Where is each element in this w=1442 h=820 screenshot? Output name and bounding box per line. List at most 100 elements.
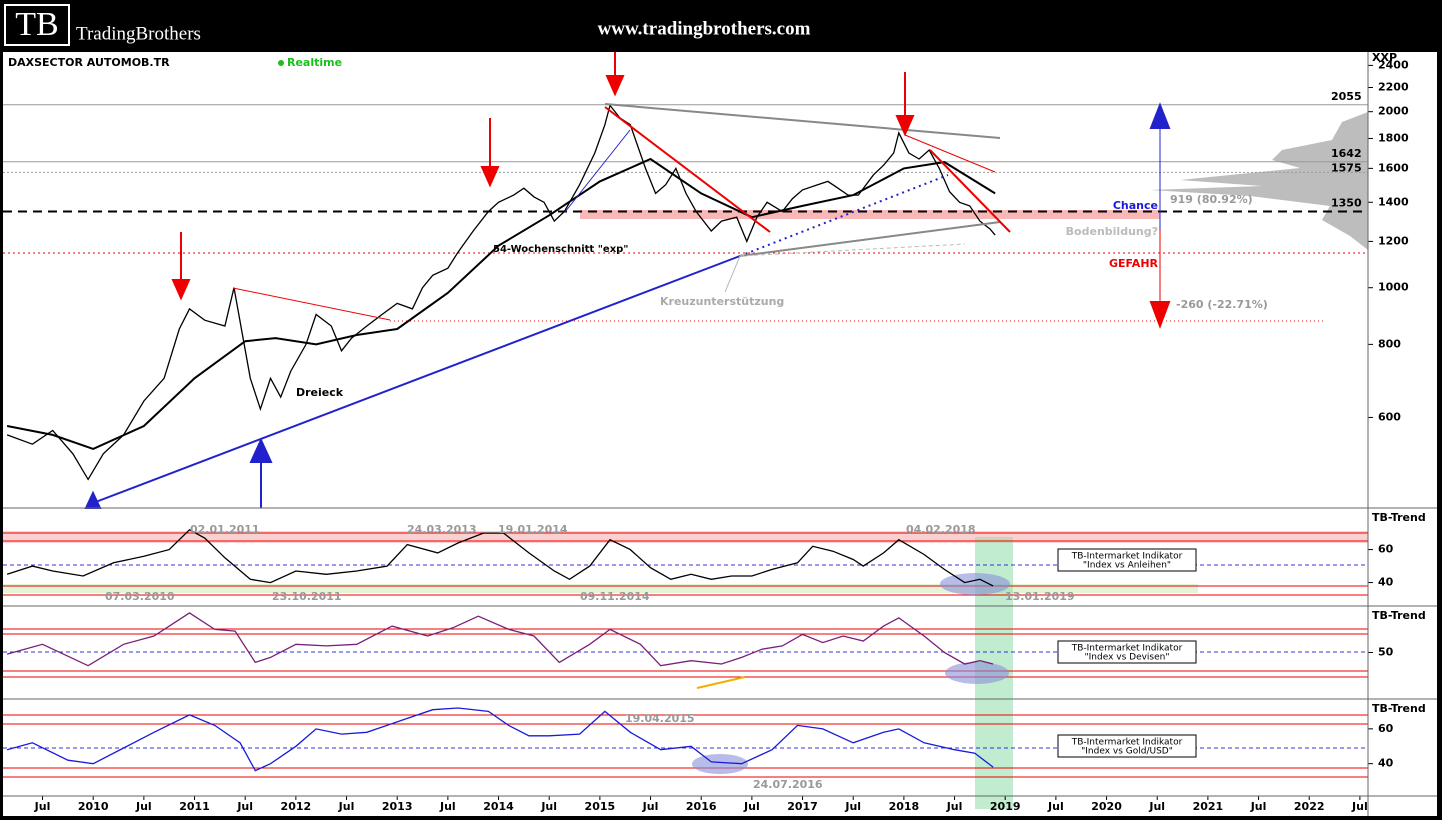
y-tick-label: 2000 xyxy=(1378,105,1409,118)
indicator-box-title: TB-Intermarket Indikator xyxy=(1071,644,1183,654)
level-label: 1575 xyxy=(1331,161,1362,174)
annotation: 24.07.2016 xyxy=(753,778,823,791)
indicator-box xyxy=(1057,734,1197,758)
x-tick-label: 2020 xyxy=(1091,800,1122,813)
x-tick-label: 2013 xyxy=(382,800,413,813)
panel-title: TB-Trend xyxy=(1372,609,1426,622)
y-tick-label: 40 xyxy=(1378,576,1394,589)
x-tick-label: 2015 xyxy=(585,800,616,813)
y-tick-label: 60 xyxy=(1378,722,1394,735)
y-tick-label: 1000 xyxy=(1378,281,1409,294)
indicator-box-subtitle: "Index vs Anleihen" xyxy=(1083,561,1171,571)
focus-ellipses xyxy=(692,573,1010,774)
x-tick-label: Jul xyxy=(1148,800,1165,813)
x-tick-label: Jul xyxy=(1047,800,1064,813)
lower-band xyxy=(3,584,1198,593)
volume-profile xyxy=(1150,112,1368,250)
level-label: 1350 xyxy=(1331,197,1362,210)
series-line xyxy=(6,529,994,587)
x-tick-label: 2014 xyxy=(483,800,514,813)
indicator-box-title: TB-Intermarket Indikator xyxy=(1071,738,1183,748)
site-url: www.tradingbrothers.com xyxy=(598,18,811,39)
y-tick-label: 1600 xyxy=(1378,161,1409,174)
y-tick-label: 60 xyxy=(1378,543,1394,556)
indicator-box-subtitle: "Index vs Gold/USD" xyxy=(1081,747,1173,757)
logo: TB xyxy=(15,6,58,43)
y-tick-label: 2200 xyxy=(1378,80,1409,93)
plot-background xyxy=(3,52,1437,816)
annotation: 19.01.2014 xyxy=(498,523,568,536)
x-tick-label: 2018 xyxy=(889,800,920,813)
x-tick-label: 2019 xyxy=(990,800,1021,813)
red-marks xyxy=(171,52,1171,689)
y-tick-label: 1200 xyxy=(1378,234,1409,247)
upper-band xyxy=(3,531,1368,543)
x-tick-label: 2016 xyxy=(686,800,717,813)
indicator-box-title: TB-Intermarket Indikator xyxy=(1071,552,1183,562)
x-tick-label: Jul xyxy=(743,800,760,813)
x-tick-label: 2012 xyxy=(281,800,312,813)
band-lines xyxy=(3,532,1368,778)
x-tick-label: Jul xyxy=(1250,800,1267,813)
y-tick-label: 40 xyxy=(1378,757,1394,770)
series-label: 54-Wochenschnitt "exp" xyxy=(493,244,629,255)
x-tick-label: Jul xyxy=(642,800,659,813)
x-tick-label: Jul xyxy=(540,800,557,813)
x-tick-label: Jul xyxy=(844,800,861,813)
annotation: GEFAHR xyxy=(1109,257,1159,270)
annotation: 919 (80.92%) xyxy=(1170,193,1253,206)
series-line xyxy=(6,157,996,450)
logo-box xyxy=(4,4,70,46)
annotation: -260 (-22.71%) xyxy=(1176,298,1268,311)
background-layer xyxy=(3,112,1368,809)
annotation: 04.02.2018 xyxy=(906,523,976,536)
indicator-box-subtitle: "Index vs Devisen" xyxy=(1084,653,1169,663)
series-line xyxy=(6,612,994,667)
series-line xyxy=(6,103,996,481)
x-tick-label: Jul xyxy=(236,800,253,813)
data-layer: DAXSECTOR AUTOMOB.TR Realtime XXP 600 800 100… xyxy=(3,51,1426,813)
chart-title: DAXSECTOR AUTOMOB.TR xyxy=(8,56,170,69)
annotation: Chance xyxy=(1113,199,1158,212)
support-lines xyxy=(84,102,1171,509)
y-tick-label: 600 xyxy=(1378,410,1401,423)
x-tick-label: 2017 xyxy=(787,800,818,813)
axis-label: XXP xyxy=(1372,51,1397,64)
status: Realtime xyxy=(287,56,342,69)
x-tick-label: 2011 xyxy=(179,800,210,813)
x-tick-label: 2010 xyxy=(78,800,109,813)
x-tick-label: 2022 xyxy=(1294,800,1325,813)
x-tick-label: Jul xyxy=(439,800,456,813)
triangle-lines xyxy=(604,103,1001,293)
annotation: Kreuzunterstützung xyxy=(660,295,784,308)
y-tick-label: 800 xyxy=(1378,337,1401,350)
indicator-box xyxy=(1057,640,1197,664)
panel-separators xyxy=(3,52,1437,816)
annotation: Bodenbildung? xyxy=(1066,225,1158,238)
level-label: 2055 xyxy=(1331,90,1362,103)
x-tick-label: Jul xyxy=(338,800,355,813)
annotation: 23.10.2011 xyxy=(272,590,342,603)
x-tick-label: 2021 xyxy=(1193,800,1224,813)
brand: TradingBrothers xyxy=(76,23,201,44)
x-tick-label: Jul xyxy=(1351,800,1368,813)
annotation: 19.04.2015 xyxy=(625,712,695,725)
annotation: 13.01.2019 xyxy=(1005,590,1075,603)
y-tick-label: 1400 xyxy=(1378,195,1409,208)
panel-title: TB-Trend xyxy=(1372,702,1426,715)
annotation: 02.01.2011 xyxy=(190,523,260,536)
resistance-band xyxy=(580,210,1160,219)
x-tick-label: Jul xyxy=(34,800,51,813)
y-tick-label: 1800 xyxy=(1378,131,1409,144)
annotation: 09.11.2014 xyxy=(580,590,650,603)
y-tick-label: 50 xyxy=(1378,646,1394,659)
x-tick-label: Jul xyxy=(135,800,152,813)
series-line xyxy=(6,707,994,772)
annotation: Dreieck xyxy=(296,386,344,399)
panel-title: TB-Trend xyxy=(1372,511,1426,524)
status-dot xyxy=(278,60,284,66)
annotation: 24.03.2013 xyxy=(407,523,477,536)
level-label: 1642 xyxy=(1331,147,1362,160)
x-tick-label: Jul xyxy=(946,800,963,813)
